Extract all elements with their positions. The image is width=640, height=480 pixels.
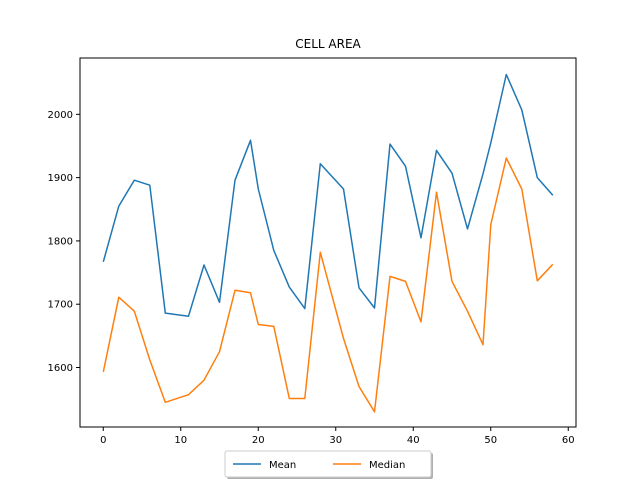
x-tick-label: 50 [484,435,497,446]
series-layer [102,73,554,413]
y-tick-label: 1600 [48,363,73,374]
y-tick-label: 1900 [48,173,73,184]
x-tick-label: 40 [407,435,420,446]
plot-area [79,57,577,428]
x-tick-label: 20 [252,435,265,446]
legend-box [224,450,432,478]
y-tick-label: 2000 [48,110,73,121]
y-axis: 1600 1700 1800 1900 2000 [48,110,80,374]
legend: Mean Median [224,450,433,479]
legend-label-median: Median [369,460,405,471]
x-tick-label: 0 [100,435,106,446]
x-tick-label: 30 [329,435,342,446]
x-tick-label: 10 [174,435,187,446]
legend-label-mean: Mean [269,460,296,471]
x-axis: 0 10 20 30 40 50 60 [100,427,575,446]
series-line-mean [102,73,554,317]
x-tick-label: 60 [562,435,575,446]
y-tick-label: 1800 [48,236,73,247]
chart-title: CELL AREA [295,37,361,51]
y-tick-label: 1700 [48,300,73,311]
series-line-median [102,157,554,413]
